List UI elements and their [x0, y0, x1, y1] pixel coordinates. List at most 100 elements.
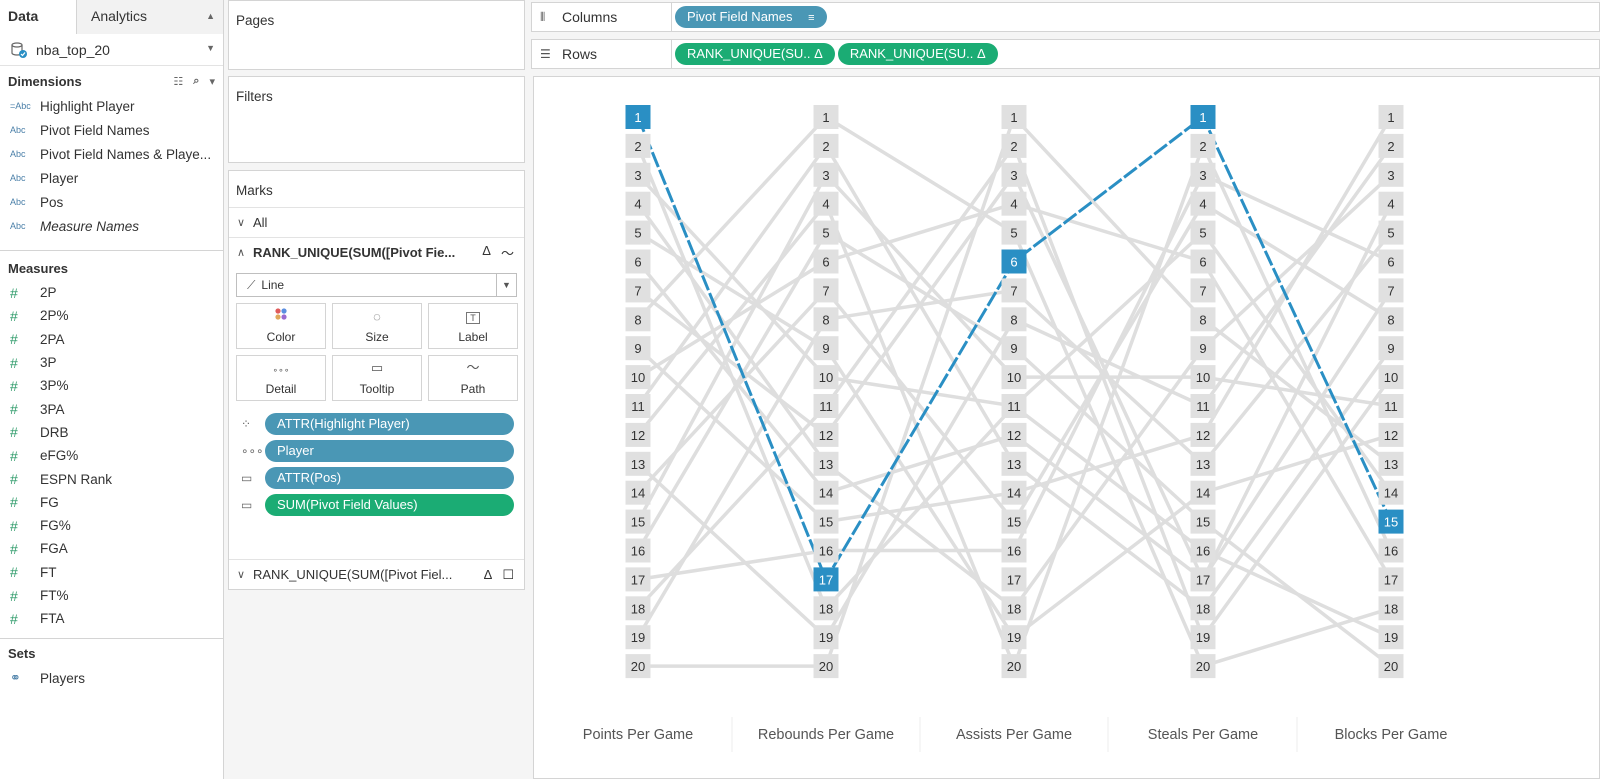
measure-item[interactable]: #3P%: [0, 374, 223, 397]
rank-box[interactable]: [1190, 654, 1216, 679]
rank-box[interactable]: [625, 596, 651, 621]
measure-item[interactable]: #2PA: [0, 328, 223, 351]
rank-box[interactable]: [625, 538, 651, 563]
rank-box[interactable]: [813, 596, 839, 621]
measure-item[interactable]: #2P: [0, 281, 223, 304]
rank-box[interactable]: [813, 249, 839, 274]
measure-item[interactable]: #3PA: [0, 397, 223, 420]
rank-box[interactable]: [1001, 162, 1027, 187]
rank-box[interactable]: [625, 394, 651, 418]
rank-box[interactable]: [1190, 133, 1216, 158]
measure-item[interactable]: # FG: [0, 491, 223, 514]
marks-pill[interactable]: SUM(Pivot Field Values): [265, 493, 514, 516]
rank-box[interactable]: [625, 480, 651, 505]
rank-box[interactable]: [1190, 625, 1216, 650]
rank-box[interactable]: [1378, 307, 1404, 332]
marks-field2-row[interactable]: ∨ RANK_UNIQUE(SUM([Pivot Fiel... Δ ☐: [229, 559, 524, 589]
columns-shelf[interactable]: ⦀ Columns Pivot Field Names ≡: [531, 2, 1600, 32]
rank-box-highlight[interactable]: [1001, 249, 1027, 274]
rank-box-highlight[interactable]: [1190, 105, 1216, 129]
rank-box[interactable]: [813, 509, 839, 534]
dimension-item[interactable]: Abc Player: [0, 166, 223, 190]
dimension-item[interactable]: Abc Pivot Field Names & Playe...: [0, 142, 223, 166]
mark-type-select[interactable]: ⟋ Line ▼: [236, 273, 517, 297]
rank-box[interactable]: [1190, 220, 1216, 245]
measure-item[interactable]: # FGA: [0, 537, 223, 560]
rank-box[interactable]: [813, 307, 839, 332]
measure-item[interactable]: # FG%: [0, 514, 223, 537]
rank-box[interactable]: [1378, 596, 1404, 621]
rank-box[interactable]: [625, 567, 651, 592]
rank-box[interactable]: [813, 365, 839, 390]
rank-box[interactable]: [1378, 249, 1404, 274]
rank-box[interactable]: [625, 249, 651, 274]
rank-box[interactable]: [813, 480, 839, 505]
dimension-item[interactable]: =Abc Highlight Player: [0, 94, 223, 118]
filters-shelf[interactable]: Filters: [228, 76, 525, 163]
rows-pill-1[interactable]: RANK_UNIQUE(SU.. Δ: [675, 43, 835, 65]
rank-box[interactable]: [813, 278, 839, 303]
rank-box[interactable]: [625, 162, 651, 187]
rank-box[interactable]: [1190, 365, 1216, 390]
rank-box[interactable]: [813, 133, 839, 158]
marks-pill[interactable]: ATTR(Highlight Player): [265, 412, 514, 435]
rank-box[interactable]: [1190, 596, 1216, 621]
rank-box[interactable]: [1190, 480, 1216, 505]
marks-field1-row[interactable]: ∧ RANK_UNIQUE(SUM([Pivot Fie... Δ 〜: [229, 237, 524, 267]
rank-box-highlight[interactable]: [813, 567, 839, 592]
label-button[interactable]: T Label: [428, 303, 518, 349]
rank-box[interactable]: [1190, 538, 1216, 563]
rank-box[interactable]: [813, 451, 839, 476]
detail-button[interactable]: ∘∘∘ Detail: [236, 355, 326, 401]
datasource-item[interactable]: nba_top_20: [0, 34, 223, 66]
rank-box[interactable]: [1378, 654, 1404, 679]
rank-box[interactable]: [813, 625, 839, 650]
rows-pill-2[interactable]: RANK_UNIQUE(SU.. Δ: [837, 43, 998, 65]
rank-box[interactable]: [625, 336, 651, 361]
rank-box-highlight[interactable]: [1378, 509, 1404, 534]
color-button[interactable]: Color: [236, 303, 326, 349]
rank-box[interactable]: [1190, 336, 1216, 361]
search-icon[interactable]: ⌕: [193, 74, 200, 87]
rank-box[interactable]: [1378, 625, 1404, 650]
marks-pill[interactable]: Player: [265, 439, 514, 462]
rank-box[interactable]: [1001, 654, 1027, 679]
rank-box[interactable]: [1378, 394, 1404, 418]
dimension-item[interactable]: Abc Measure Names: [0, 214, 223, 238]
rank-box[interactable]: [1001, 538, 1027, 563]
rank-box[interactable]: [1001, 105, 1027, 129]
rank-box[interactable]: [813, 220, 839, 245]
measure-item[interactable]: # FT%: [0, 584, 223, 607]
rows-shelf[interactable]: ☰ Rows RANK_UNIQUE(SU.. Δ RANK_UNIQUE(SU…: [531, 39, 1600, 69]
rank-box[interactable]: [1190, 509, 1216, 534]
rank-box[interactable]: [813, 538, 839, 563]
rank-box[interactable]: [1190, 278, 1216, 303]
rank-box[interactable]: [1378, 220, 1404, 245]
measure-item[interactable]: # DRB: [0, 421, 223, 444]
rank-box[interactable]: [1378, 162, 1404, 187]
menu-chevron-icon[interactable]: ▾: [209, 75, 215, 88]
rank-box[interactable]: [1001, 422, 1027, 447]
rank-box[interactable]: [1378, 567, 1404, 592]
rank-box[interactable]: [1378, 365, 1404, 390]
rank-box[interactable]: [1190, 422, 1216, 447]
rank-box[interactable]: [1001, 509, 1027, 534]
measure-item[interactable]: # FTA: [0, 607, 223, 630]
rank-box[interactable]: [1001, 191, 1027, 216]
rank-box[interactable]: [1378, 451, 1404, 476]
rank-box[interactable]: [1190, 394, 1216, 418]
rank-box[interactable]: [625, 365, 651, 390]
rank-box[interactable]: [1378, 278, 1404, 303]
pages-shelf[interactable]: Pages: [228, 0, 525, 70]
dimension-item[interactable]: Abc Pos: [0, 190, 223, 214]
rank-box[interactable]: [625, 278, 651, 303]
rank-box[interactable]: [813, 162, 839, 187]
rank-box[interactable]: [1190, 249, 1216, 274]
measure-item[interactable]: #2P%: [0, 304, 223, 327]
measure-item[interactable]: # FT: [0, 561, 223, 584]
measure-item[interactable]: #3P: [0, 351, 223, 374]
rank-box[interactable]: [1190, 162, 1216, 187]
rank-box[interactable]: [625, 625, 651, 650]
rank-box[interactable]: [1378, 133, 1404, 158]
rank-box[interactable]: [1378, 538, 1404, 563]
